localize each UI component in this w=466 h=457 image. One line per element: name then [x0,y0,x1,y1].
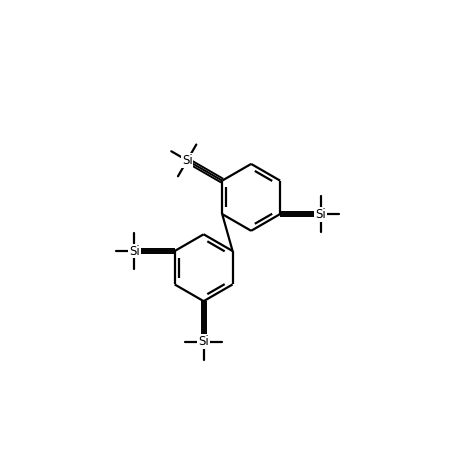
Text: Si: Si [182,154,192,167]
Text: Si: Si [198,335,209,348]
Text: Si: Si [129,244,140,257]
Text: Si: Si [315,207,326,221]
